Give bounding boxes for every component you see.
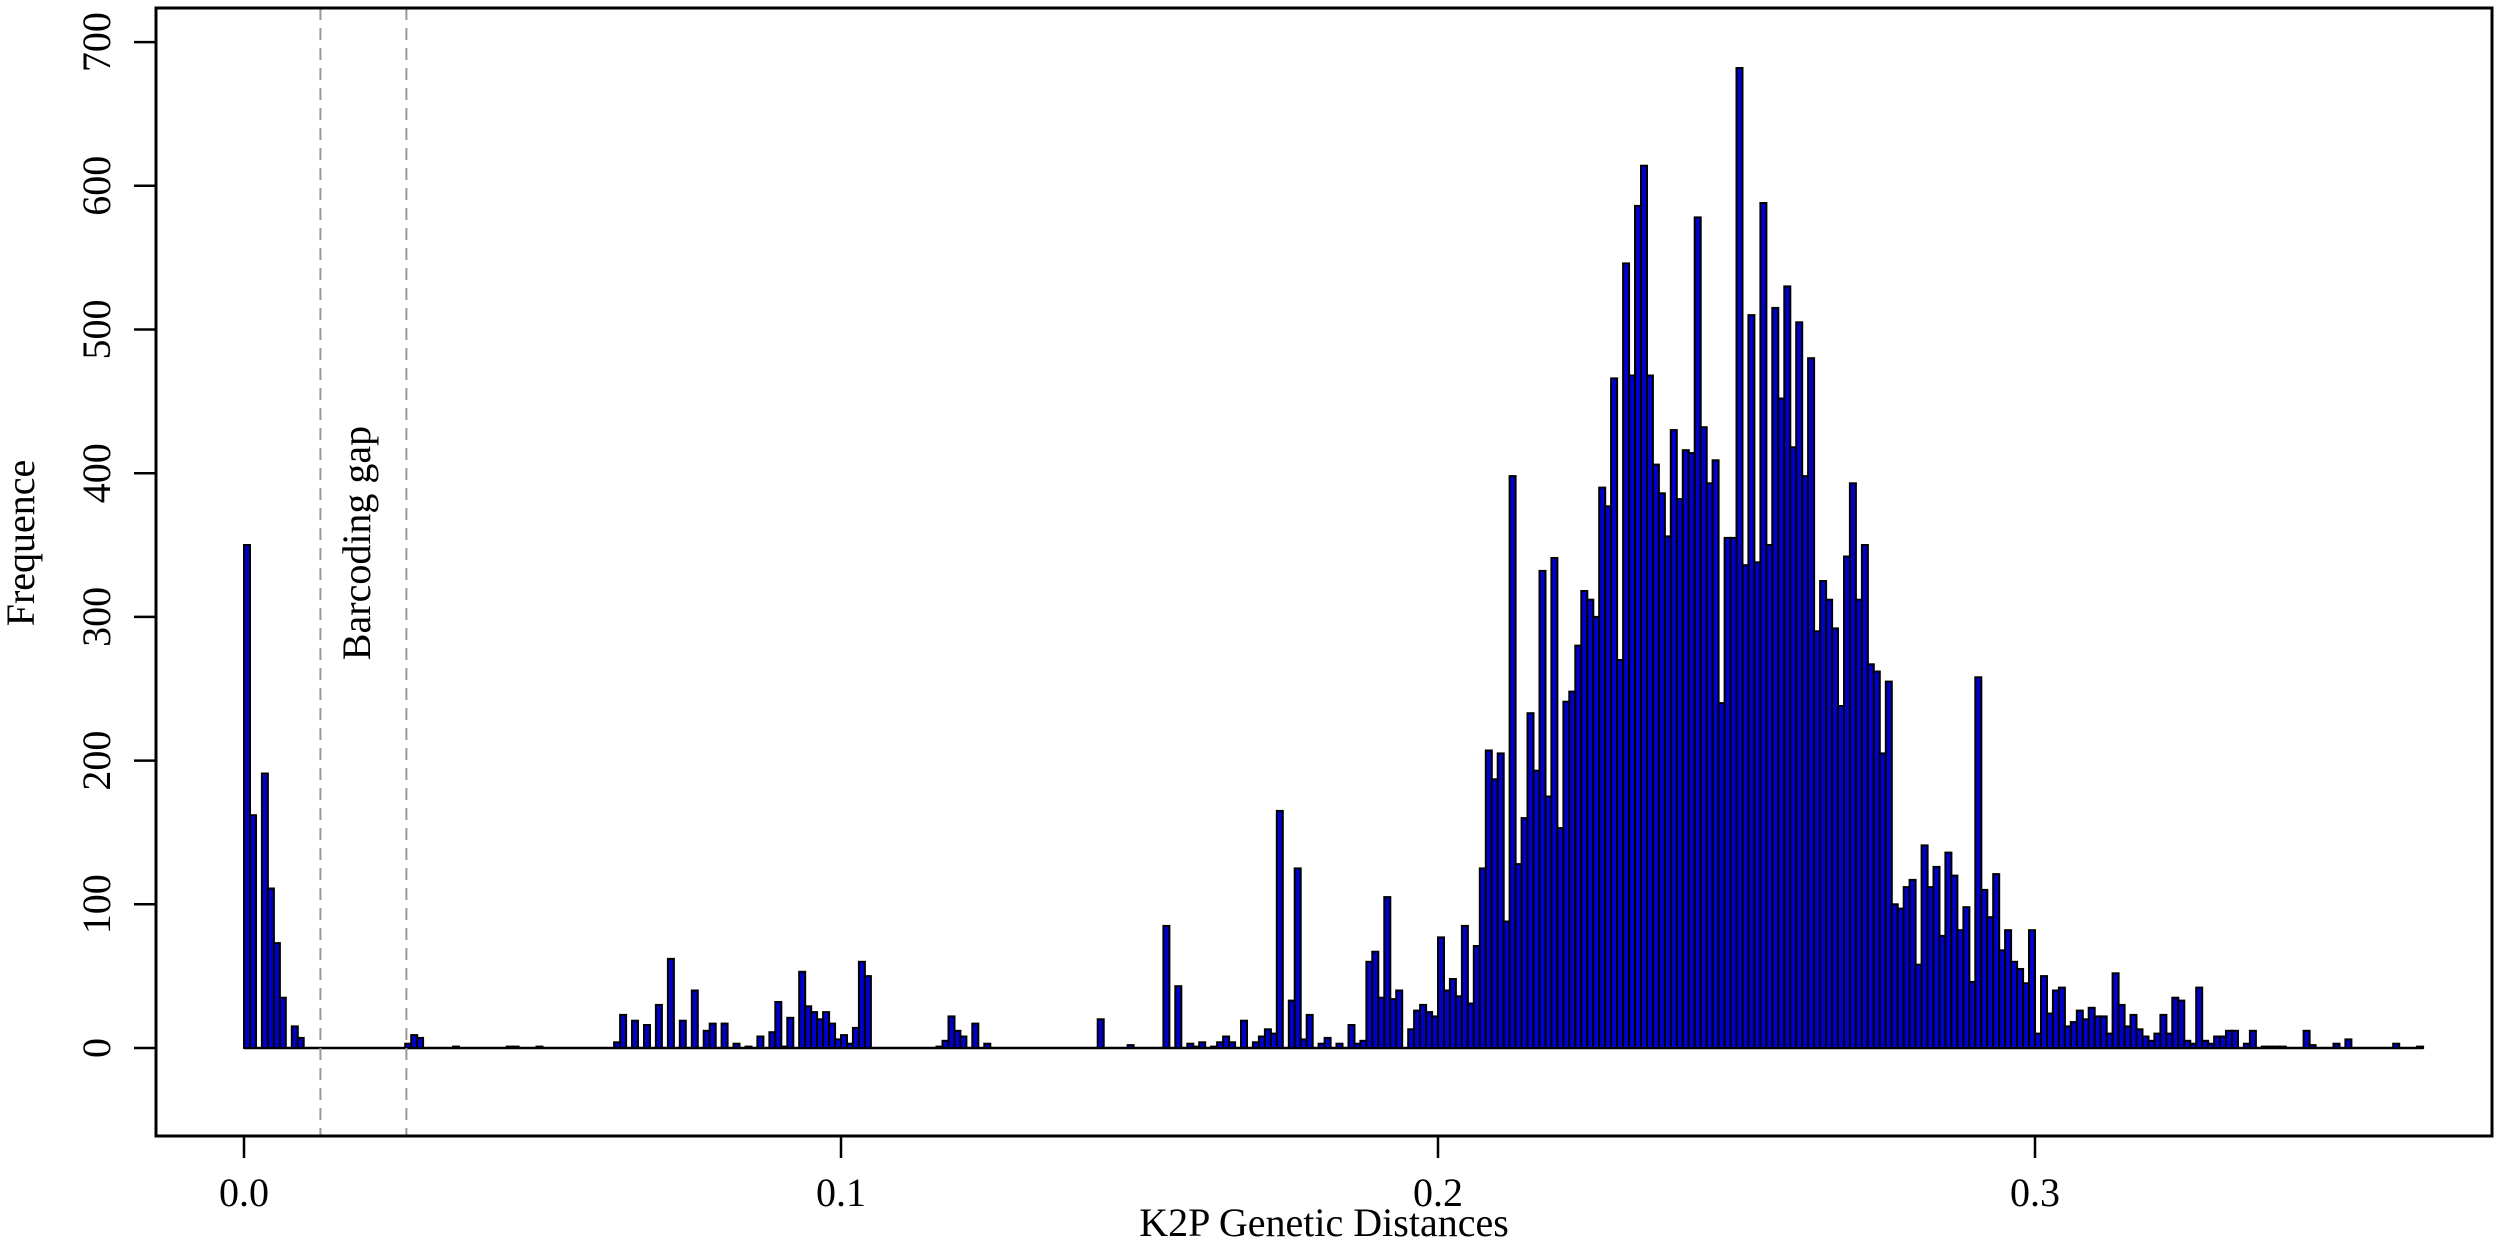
histogram-bar xyxy=(416,1036,425,1050)
x-axis: 0.0 0.1 0.2 0.3 xyxy=(219,1136,2060,1215)
histogram-bar xyxy=(828,1022,837,1049)
histogram-bar xyxy=(1305,1013,1314,1050)
x-tick-label: 0.2 xyxy=(1413,1170,1463,1215)
histogram-bar xyxy=(1275,809,1284,1050)
histogram-bar xyxy=(2195,986,2204,1049)
histogram-bar xyxy=(1884,680,1893,1049)
histogram-bar xyxy=(2332,1042,2341,1049)
histogram-bar xyxy=(272,942,281,1049)
y-axis-title: Frequence xyxy=(0,460,43,627)
y-tick-label: 300 xyxy=(74,587,119,647)
histogram-bar xyxy=(971,1022,980,1049)
histogram-bar xyxy=(678,1019,687,1050)
histogram-bar xyxy=(2392,1042,2401,1049)
histogram-bar xyxy=(2159,1013,2168,1050)
histogram-bar xyxy=(1974,676,1983,1049)
histogram-bar xyxy=(1126,1044,1135,1049)
histogram-bar xyxy=(1550,557,1559,1049)
histogram-bar xyxy=(1383,896,1392,1049)
histogram-bar xyxy=(452,1045,460,1049)
x-axis-title: K2P Genetic Distances xyxy=(1139,1200,1509,1239)
histogram-bar xyxy=(744,1045,753,1049)
histogram-bar xyxy=(2344,1038,2353,1050)
histogram-bar xyxy=(643,1024,651,1049)
histogram-bar xyxy=(840,1034,848,1049)
plot-frame xyxy=(154,6,2494,1138)
histogram-bar xyxy=(2248,1029,2257,1050)
x-tick-label: 0.3 xyxy=(2010,1170,2060,1215)
histogram-bar xyxy=(2177,999,2186,1049)
histogram-bar xyxy=(666,957,675,1050)
y-tick-label: 100 xyxy=(74,874,119,934)
histogram-bar xyxy=(1323,1036,1332,1050)
barcoding-gap-label: Barcoding gap xyxy=(334,426,379,660)
y-axis: 0 100 200 300 400 500 600 700 xyxy=(74,12,156,1058)
barcoding-gap-lines xyxy=(319,8,408,1136)
histogram-bar xyxy=(243,544,251,1049)
histogram-bar xyxy=(1096,1018,1105,1049)
histogram-bar xyxy=(2302,1029,2311,1050)
histogram-bar xyxy=(1496,752,1505,1050)
histogram-bar xyxy=(2278,1045,2287,1049)
histogram-bar xyxy=(2099,1015,2108,1050)
histogram-bar xyxy=(1460,924,1469,1050)
histogram-bar xyxy=(1508,475,1517,1050)
histogram-bar xyxy=(631,1019,639,1050)
histogram-bar xyxy=(2231,1029,2239,1050)
histogram-bar xyxy=(1162,924,1171,1050)
histogram-bar xyxy=(1240,1019,1248,1050)
histogram-bar xyxy=(278,996,287,1050)
histogram-bar xyxy=(2416,1045,2425,1049)
histogram-bar xyxy=(2057,986,2066,1049)
y-tick-label: 0 xyxy=(74,1038,119,1058)
histogram-bars xyxy=(243,67,2425,1050)
y-tick-label: 500 xyxy=(74,300,119,360)
histogram-bar xyxy=(2040,975,2048,1049)
histogram-bar xyxy=(690,989,699,1049)
histogram-bar xyxy=(959,1035,968,1049)
histogram-bar xyxy=(774,1001,783,1049)
histogram-bar xyxy=(249,814,257,1050)
x-tick-label: 0.1 xyxy=(816,1170,866,1215)
histogram-bar xyxy=(863,975,872,1049)
histogram-bar xyxy=(654,1003,663,1050)
histogram-bar xyxy=(619,1013,628,1050)
y-tick-label: 600 xyxy=(74,156,119,216)
histogram-bar xyxy=(708,1022,717,1049)
histogram-bar xyxy=(786,1016,795,1049)
histogram-bar xyxy=(1335,1042,1344,1049)
histogram-bar xyxy=(1735,67,1744,1049)
histogram-bar xyxy=(720,1022,729,1049)
histogram-bar xyxy=(1228,1041,1237,1050)
histogram-bar xyxy=(1198,1041,1207,1050)
histogram-bar xyxy=(2028,929,2036,1050)
y-tick-label: 400 xyxy=(74,443,119,503)
histogram-bar xyxy=(2308,1044,2317,1049)
histogram-bar xyxy=(1395,989,1404,1049)
x-tick-label: 0.0 xyxy=(219,1170,269,1215)
histogram-bar xyxy=(1962,906,1971,1050)
y-tick-label: 200 xyxy=(74,731,119,791)
histogram-bar xyxy=(1174,985,1183,1050)
y-tick-label: 700 xyxy=(74,12,119,72)
histogram-bar xyxy=(535,1045,544,1049)
histogram-bar xyxy=(1347,1024,1356,1049)
histogram-bar xyxy=(296,1036,305,1050)
histogram-bar xyxy=(1293,867,1302,1050)
histogram-bar xyxy=(732,1042,741,1049)
histogram-bar xyxy=(511,1045,520,1049)
histogram-bar xyxy=(756,1035,765,1049)
histogram-bar xyxy=(983,1042,992,1049)
